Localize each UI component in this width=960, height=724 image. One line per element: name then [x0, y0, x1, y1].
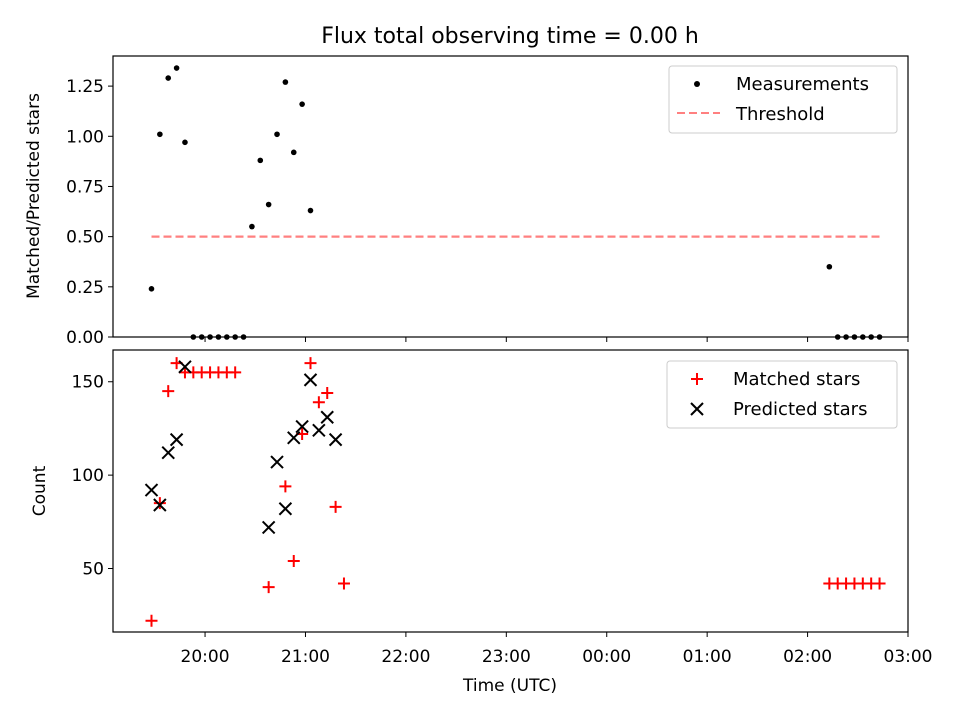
x-tick-label: 03:00 [884, 647, 933, 667]
measurement-point [224, 334, 230, 340]
top-axes-frame [112, 55, 909, 338]
predicted-star-point [144, 483, 159, 497]
matched-star-point [279, 480, 292, 493]
matched-star-point [304, 357, 317, 370]
measurement-point [868, 334, 874, 340]
predicted-star-point [153, 498, 167, 512]
predicted-star-point [303, 373, 318, 387]
bottom-panel: Count Time (UTC) Matched stars Predicted… [30, 349, 909, 696]
predicted-star-point [278, 502, 293, 516]
measurement-point [843, 334, 849, 340]
matched-star-point [321, 386, 334, 399]
legend-matched-label: Matched stars [733, 369, 860, 390]
legend-measurements-marker [694, 81, 700, 87]
x-tick-label: 21:00 [281, 647, 330, 667]
bottom-y-tick-label: 50 [82, 560, 104, 580]
predicted-star-point [312, 423, 326, 438]
measurement-point [173, 65, 180, 71]
bottom-y-tick-label: 150 [72, 373, 104, 393]
measurement-point [257, 157, 264, 164]
matched-star-point [337, 577, 350, 590]
matched-star-point [312, 396, 325, 409]
matched-star-point [162, 385, 175, 398]
measurement-point [299, 101, 305, 107]
matched-star-point [262, 581, 275, 594]
legend-predicted-marker [690, 402, 704, 416]
bottom-legend-box [666, 360, 898, 429]
predicted-star-point [295, 419, 309, 434]
top-y-tick-label: 0.75 [66, 177, 104, 197]
legend-measurements-label: Measurements [736, 74, 869, 95]
top-y-tick-label: 1.00 [66, 127, 104, 147]
matched-star-point [229, 366, 242, 379]
measurement-point [182, 139, 188, 146]
predicted-star-point [270, 455, 284, 469]
top-legend: Measurements Threshold [668, 65, 898, 134]
x-tick-label: 00:00 [582, 647, 631, 667]
measurement-point [307, 207, 314, 214]
bottom-xlabel: Time (UTC) [462, 676, 557, 696]
x-tick-label: 20:00 [181, 647, 230, 667]
measurement-point [207, 334, 213, 340]
legend-threshold-label: Threshold [735, 104, 825, 125]
measurement-point [860, 334, 866, 340]
x-tick-label: 23:00 [482, 647, 531, 667]
measurement-point [876, 334, 883, 340]
predicted-star-point [320, 410, 334, 424]
x-tick-label: 02:00 [783, 647, 832, 667]
predicted-star-point [161, 446, 175, 460]
matched-star-point [153, 497, 166, 510]
top-y-tick-label: 0.50 [66, 228, 104, 248]
x-tick-label: 22:00 [381, 647, 430, 667]
predicted-star-point [287, 431, 301, 445]
measurement-point [851, 334, 858, 340]
top-y-tick-label: 1.25 [66, 77, 104, 97]
measurement-point [165, 75, 172, 81]
measurement-point [240, 334, 247, 340]
measurement-point [249, 223, 255, 230]
measurement-point [232, 334, 238, 340]
bottom-axes-frame [112, 349, 909, 633]
measurement-point [265, 201, 272, 208]
measurement-point [198, 334, 205, 340]
measurement-point [290, 149, 297, 156]
bottom-ylabel: Count [30, 465, 50, 516]
matched-star-point [287, 555, 300, 568]
predicted-star-point [169, 432, 184, 447]
measurement-point [157, 131, 163, 138]
predicted-star-point [178, 360, 192, 374]
measurement-point [148, 286, 155, 292]
bottom-y-tick-label: 100 [72, 466, 104, 486]
chart-marks: 20:00 21:00 22:00 23:00 00:00 01:00 02:00 03:00… [66, 65, 933, 667]
measurement-point [274, 131, 280, 138]
top-y-tick-label: 0.00 [66, 328, 104, 348]
predicted-star-point [261, 520, 276, 535]
measurement-point [834, 334, 841, 340]
chart-title: Flux total observing time = 0.00 h [321, 24, 699, 49]
matched-star-point [329, 500, 342, 513]
measurement-point [826, 263, 833, 270]
predicted-star-point [328, 432, 343, 447]
top-y-tick-label: 0.25 [66, 278, 104, 298]
bottom-legend: Matched stars Predicted stars [666, 360, 898, 429]
measurement-point [190, 334, 197, 340]
top-legend-box [668, 65, 898, 134]
measurement-point [282, 79, 289, 85]
measurement-point [215, 334, 222, 340]
x-tick-label: 01:00 [683, 647, 732, 667]
matched-star-point [873, 577, 886, 590]
matched-star-point [145, 614, 158, 627]
legend-predicted-label: Predicted stars [733, 399, 867, 420]
top-ylabel: Matched/Predicted stars [24, 93, 44, 299]
top-panel: Matched/Predicted stars Measurements Thr… [24, 55, 909, 338]
legend-matched-marker [691, 373, 703, 385]
